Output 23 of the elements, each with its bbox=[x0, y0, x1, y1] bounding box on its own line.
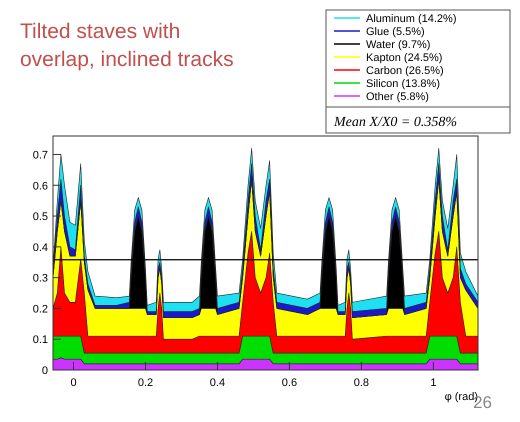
x-tick-label: 0 bbox=[70, 377, 77, 389]
x-tick-label: 0.4 bbox=[210, 377, 226, 389]
x-tick-label: 0.8 bbox=[354, 377, 370, 389]
y-tick-label: 0.6 bbox=[32, 180, 48, 192]
legend-label: Glue (5.5%) bbox=[366, 26, 425, 38]
legend-label: Aluminum (14.2%) bbox=[366, 13, 456, 25]
legend-label: Kapton (24.5%) bbox=[366, 52, 442, 64]
y-tick-label: 0 bbox=[42, 365, 48, 377]
legend-label: Silicon (13.8%) bbox=[366, 78, 440, 90]
legend-label: Water (9.7%) bbox=[366, 39, 430, 51]
legend-label: Other (5.8%) bbox=[366, 91, 429, 103]
y-tick-label: 0.2 bbox=[32, 303, 48, 316]
legend-label: Carbon (26.5%) bbox=[366, 65, 444, 77]
y-tick-label: 0.3 bbox=[32, 272, 48, 285]
y-tick-label: 0.5 bbox=[32, 211, 48, 224]
x-tick-label: 0.6 bbox=[282, 377, 298, 389]
x-tick-label: 1 bbox=[430, 377, 436, 389]
y-tick-label: 0.1 bbox=[32, 334, 48, 346]
chart-title: Tilted staves with overlap, inclined tracks bbox=[20, 20, 234, 71]
text: Mean X/X0 = 0.358% bbox=[333, 115, 457, 130]
y-tick-label: 0.4 bbox=[32, 242, 48, 254]
y-tick-label: 0.7 bbox=[32, 149, 48, 162]
x-tick-label: 0.2 bbox=[138, 377, 154, 389]
